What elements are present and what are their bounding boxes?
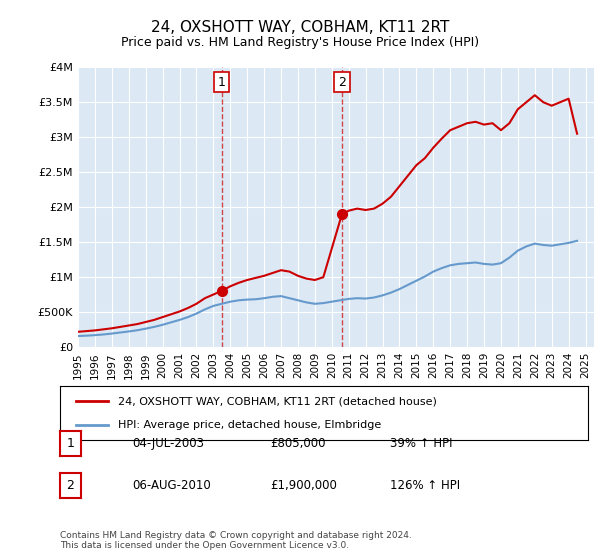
Text: £805,000: £805,000 xyxy=(270,437,325,450)
Text: £1,900,000: £1,900,000 xyxy=(270,479,337,492)
Text: 39% ↑ HPI: 39% ↑ HPI xyxy=(390,437,452,450)
Text: 2: 2 xyxy=(67,479,74,492)
Text: 24, OXSHOTT WAY, COBHAM, KT11 2RT (detached house): 24, OXSHOTT WAY, COBHAM, KT11 2RT (detac… xyxy=(118,396,437,407)
Text: 1: 1 xyxy=(67,437,74,450)
Text: Price paid vs. HM Land Registry's House Price Index (HPI): Price paid vs. HM Land Registry's House … xyxy=(121,36,479,49)
Text: 24, OXSHOTT WAY, COBHAM, KT11 2RT: 24, OXSHOTT WAY, COBHAM, KT11 2RT xyxy=(151,20,449,35)
Text: 2: 2 xyxy=(338,76,346,88)
Text: 126% ↑ HPI: 126% ↑ HPI xyxy=(390,479,460,492)
Text: 04-JUL-2003: 04-JUL-2003 xyxy=(132,437,204,450)
Text: 1: 1 xyxy=(218,76,226,88)
Text: Contains HM Land Registry data © Crown copyright and database right 2024.
This d: Contains HM Land Registry data © Crown c… xyxy=(60,530,412,550)
Text: HPI: Average price, detached house, Elmbridge: HPI: Average price, detached house, Elmb… xyxy=(118,419,382,430)
Text: 06-AUG-2010: 06-AUG-2010 xyxy=(132,479,211,492)
